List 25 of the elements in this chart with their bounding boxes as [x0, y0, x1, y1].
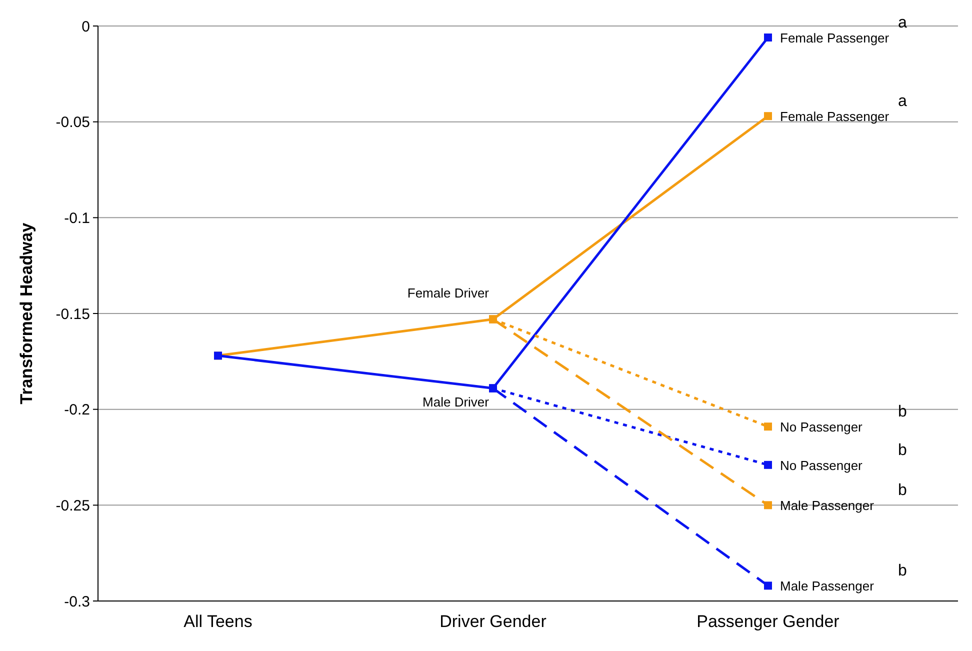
- y-tick-label: -0.25: [56, 497, 90, 514]
- y-tick-label: -0.15: [56, 306, 90, 323]
- y-axis-title: Transformed Headway: [17, 222, 36, 404]
- annotation: Male Driver: [422, 394, 490, 410]
- annotation: Female Driver: [407, 285, 490, 300]
- y-tick-label: -0.1: [64, 210, 90, 227]
- annotation: b: [898, 562, 907, 580]
- annotation: Male Passenger: [780, 578, 875, 594]
- annotation: a: [898, 14, 907, 32]
- y-tick-label: 0: [82, 18, 90, 36]
- y-tick-label: -0.2: [64, 402, 90, 419]
- annotation: Male Passenger: [780, 498, 875, 514]
- annotation: b: [898, 482, 907, 500]
- annotation: No Passenger: [780, 458, 864, 473]
- x-tick-label: Passenger Gender: [696, 612, 840, 631]
- annotation: Female Passenger: [780, 30, 890, 46]
- y-tick-label: -0.05: [56, 114, 90, 132]
- annotation: b: [898, 442, 907, 459]
- y-tick-label: -0.3: [64, 593, 90, 610]
- x-tick-label: Driver Gender: [440, 612, 547, 631]
- x-tick-label: All Teens: [184, 612, 252, 631]
- annotation: Female Passenger: [780, 109, 890, 124]
- annotation: No Passenger: [780, 420, 864, 435]
- annotation: a: [898, 93, 907, 110]
- annotation: b: [898, 404, 907, 421]
